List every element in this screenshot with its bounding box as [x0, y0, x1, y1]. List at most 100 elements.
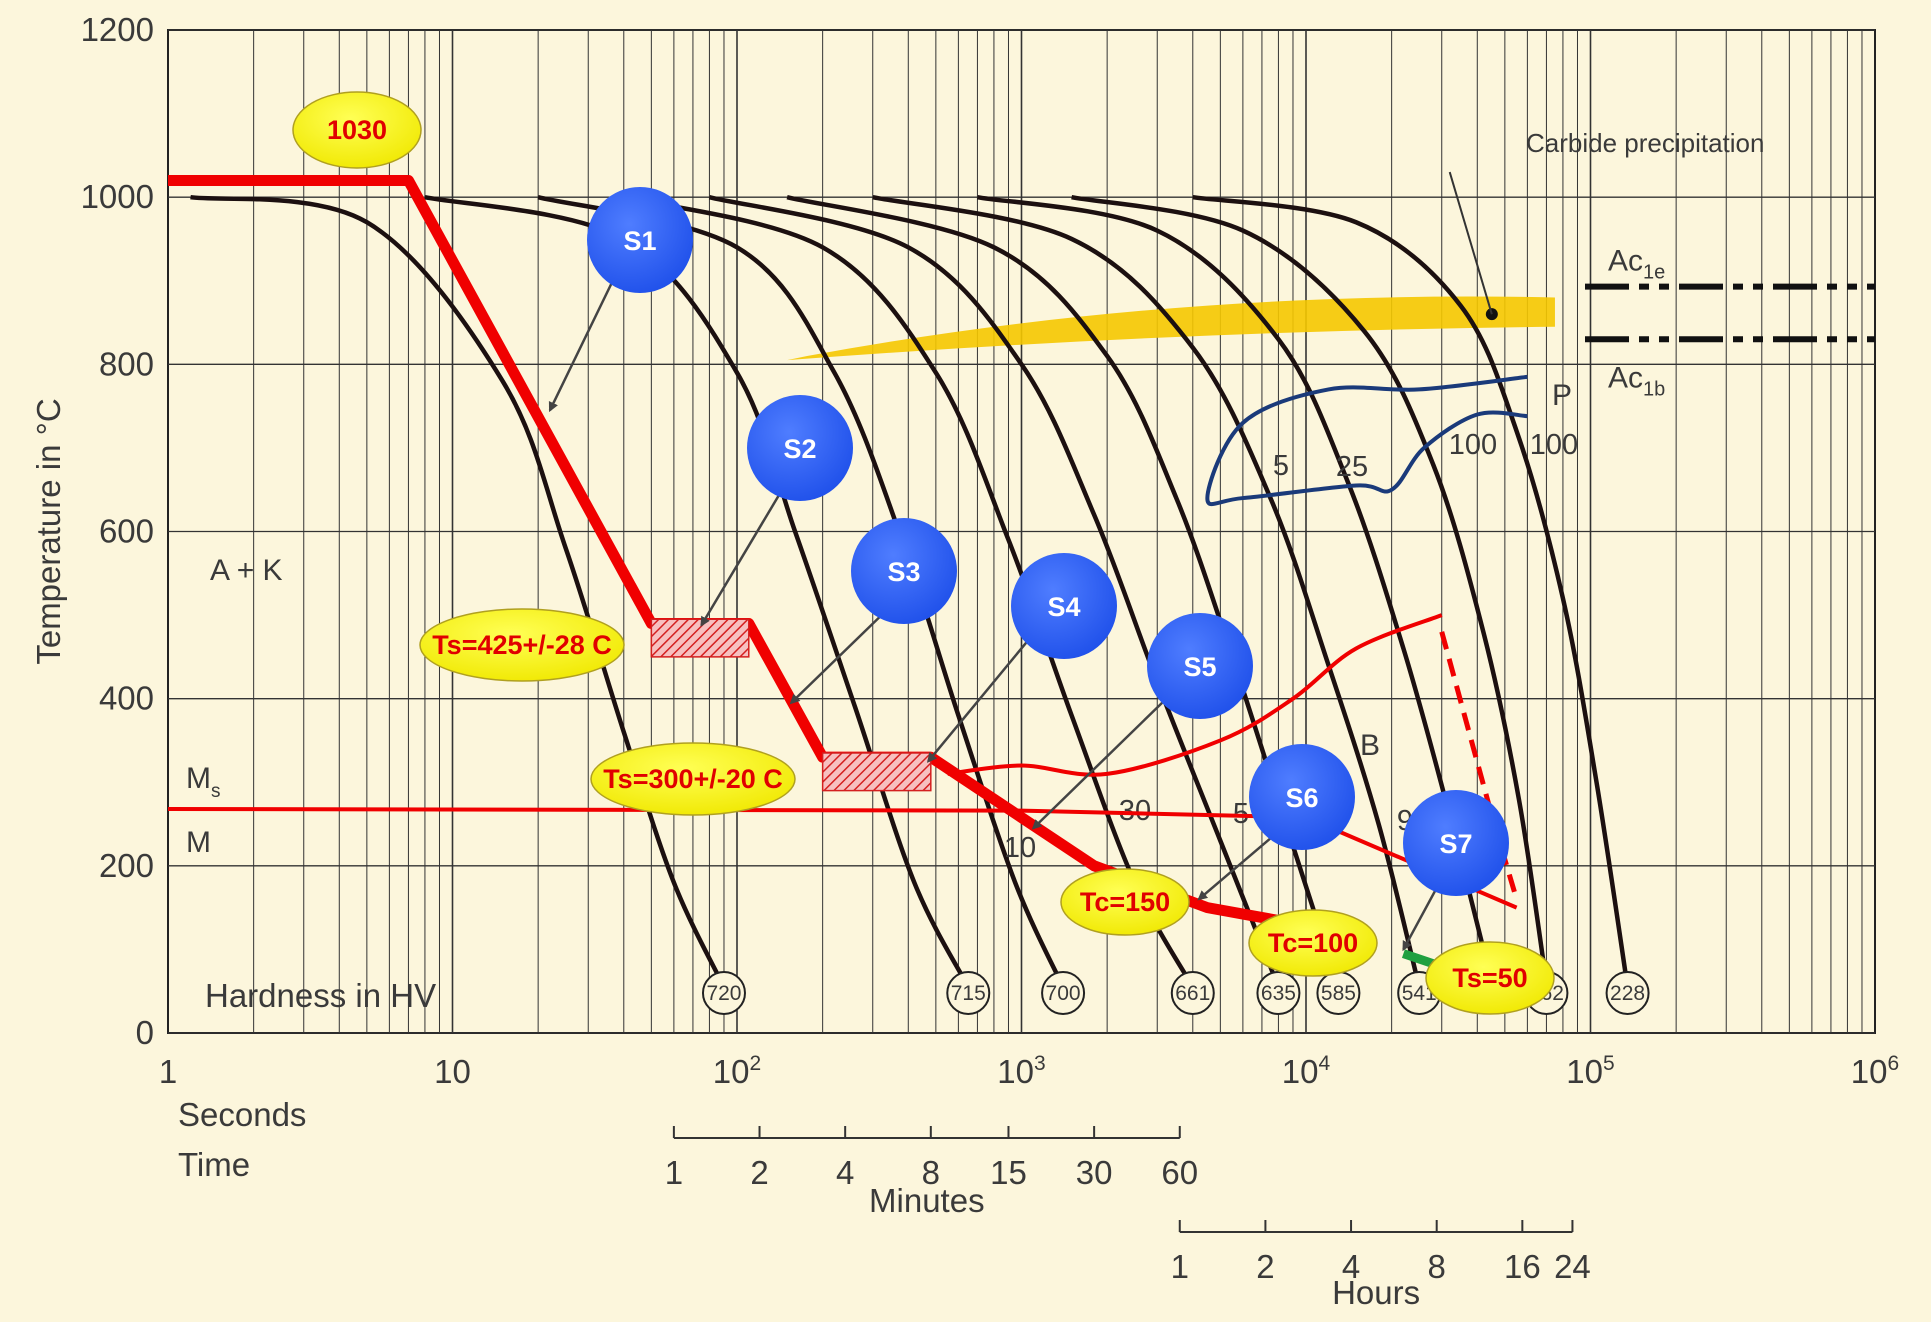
step-ball	[1147, 613, 1253, 719]
scale-tick-label: 2	[1256, 1248, 1274, 1285]
x-tick-label: 103	[997, 1052, 1045, 1090]
scale-tick-label: 1	[665, 1154, 683, 1191]
bainite-boundary	[947, 613, 1443, 777]
scale-tick-label: 8	[1428, 1248, 1446, 1285]
pearlite-percent: 100	[1530, 429, 1578, 461]
callout-ellipse	[590, 742, 796, 816]
scale-tick-label: 4	[1342, 1248, 1360, 1285]
callout-label: Ts=300+/-20 C	[603, 764, 783, 794]
pearlite-percent: 5	[1273, 450, 1289, 482]
step-label: S5	[1183, 652, 1216, 682]
y-tick-label: 600	[99, 513, 154, 550]
scale-label: Minutes	[869, 1182, 985, 1219]
y-tick-label: 200	[99, 847, 154, 884]
hardness-value: 228	[1610, 982, 1645, 1005]
x-unit-label: Seconds	[178, 1096, 306, 1133]
y-tick-label: 1200	[81, 11, 154, 48]
region-pearlite: P	[1552, 379, 1572, 412]
pearlite-outline	[1205, 374, 1528, 507]
step-label: S6	[1285, 783, 1318, 813]
region-austenite-carbide: A + K	[210, 554, 283, 587]
step-label: S3	[887, 557, 920, 587]
hold-hatch	[650, 618, 750, 658]
callout-ellipse	[292, 91, 422, 169]
hold-hatch	[821, 752, 932, 792]
carbide-leader	[1448, 171, 1493, 315]
carbide-band	[787, 296, 1555, 361]
hardness-value: 720	[706, 982, 741, 1005]
cooling-curve	[623, 194, 1195, 989]
pearlite-percent: 25	[1336, 451, 1368, 483]
step-label: S2	[783, 434, 816, 464]
step-arrow	[700, 489, 784, 627]
scale-tick-label: 16	[1504, 1248, 1541, 1285]
callout-ellipse	[1060, 868, 1190, 936]
cooling-curve	[708, 194, 1281, 988]
hardness-value: 700	[1046, 982, 1081, 1005]
y-axis-label: Temperature in °C	[30, 398, 67, 664]
cooling-curve	[872, 194, 1422, 988]
callout-label: Tc=150	[1080, 887, 1170, 917]
carbide-label: Carbide precipitation	[1526, 128, 1764, 158]
x-tick-label: 102	[713, 1052, 761, 1090]
scale-tick-label: 24	[1554, 1248, 1591, 1285]
callout-ellipse	[419, 608, 625, 682]
cooling-curve	[190, 194, 727, 989]
step-label: S4	[1047, 592, 1080, 622]
callout-label: Ts=50	[1452, 963, 1527, 993]
hardness-circle	[1041, 971, 1086, 1015]
step-ball	[747, 395, 853, 501]
x-tick-label: 10	[434, 1053, 471, 1090]
step-label: S1	[623, 226, 656, 256]
scale-tick-label: 15	[990, 1154, 1027, 1191]
step-arrow	[789, 604, 893, 705]
hardness-circle	[1256, 971, 1301, 1015]
step-ball	[587, 187, 693, 293]
cooling-curve	[1192, 194, 1630, 988]
step-ball	[1249, 744, 1355, 850]
callout-label: Ts=425+/-28 C	[432, 630, 612, 660]
callout-ellipse	[1425, 941, 1555, 1015]
bainite-percent: 30	[1119, 795, 1151, 827]
callout-label: Tc=100	[1268, 928, 1358, 958]
bainite-percent: 10	[1004, 832, 1036, 864]
x-tick-label: 1	[159, 1053, 177, 1090]
hardness-label: Hardness in HV	[205, 977, 436, 1014]
y-tick-label: 400	[99, 680, 154, 717]
ac-label: Ac1b	[1608, 361, 1665, 400]
region-bainite: B	[1360, 729, 1380, 762]
scale-tick-label: 1	[1171, 1248, 1189, 1285]
region-ms: Ms	[186, 762, 221, 802]
scale-tick-label: 4	[836, 1154, 854, 1191]
x-tick-label: 105	[1566, 1052, 1614, 1090]
callout-label: 1030	[327, 115, 387, 145]
cooling-curve	[1071, 194, 1549, 984]
step-label: S7	[1439, 829, 1472, 859]
hardness-circle	[946, 971, 991, 1015]
ac-label: Ac1e	[1608, 245, 1665, 284]
bainite-nose-dashed	[1439, 631, 1520, 900]
scale-tick-label: 60	[1161, 1154, 1198, 1191]
hardness-value: 715	[951, 982, 986, 1005]
step-ball	[1403, 790, 1509, 896]
region-martensite: M	[186, 826, 211, 859]
x-tick-label: 104	[1282, 1052, 1331, 1090]
y-tick-label: 1000	[81, 178, 154, 215]
scale-tick-label: 30	[1076, 1154, 1113, 1191]
y-tick-label: 800	[99, 345, 154, 382]
x-tick-label: 106	[1851, 1052, 1899, 1090]
step-arrow	[548, 269, 620, 413]
hardness-circle	[1605, 971, 1650, 1015]
step-ball	[1011, 553, 1117, 659]
pearlite-percent: 100	[1449, 429, 1497, 461]
scale-tick-label: 2	[750, 1154, 768, 1191]
step-ball	[851, 518, 957, 624]
hardness-value: 661	[1175, 982, 1210, 1005]
scale-tick-label: 8	[922, 1154, 940, 1191]
hardness-value: 585	[1321, 982, 1356, 1005]
callout-ellipse	[1248, 909, 1378, 977]
hardness-value: 635	[1261, 982, 1296, 1005]
scale-label: Hours	[1332, 1274, 1420, 1311]
hardness-circle	[1170, 971, 1215, 1015]
